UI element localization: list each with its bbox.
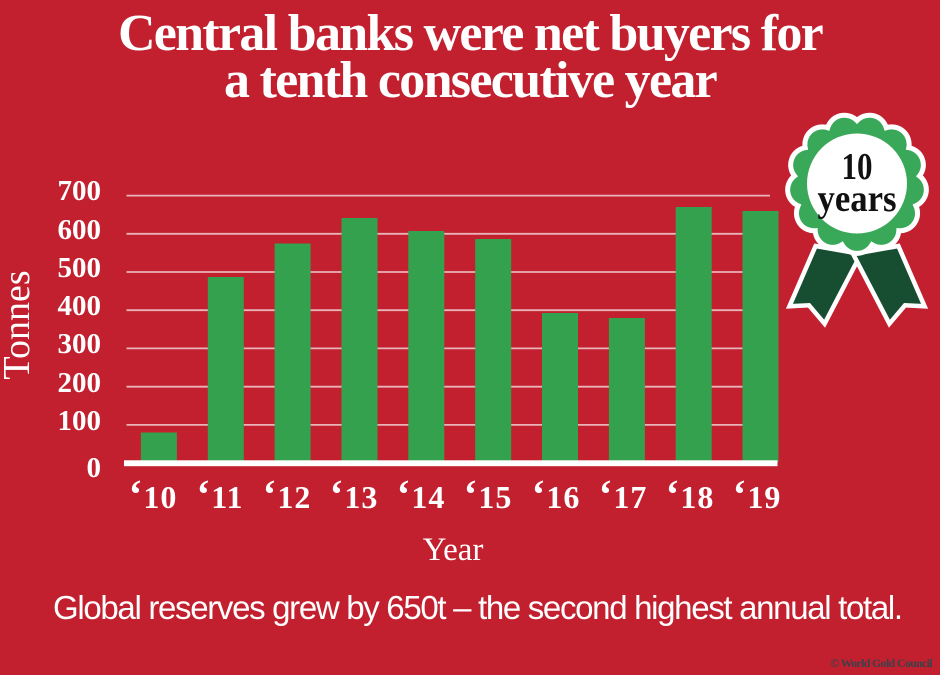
svg-text:10: 10 (842, 146, 873, 188)
svg-text:years: years (818, 178, 897, 220)
